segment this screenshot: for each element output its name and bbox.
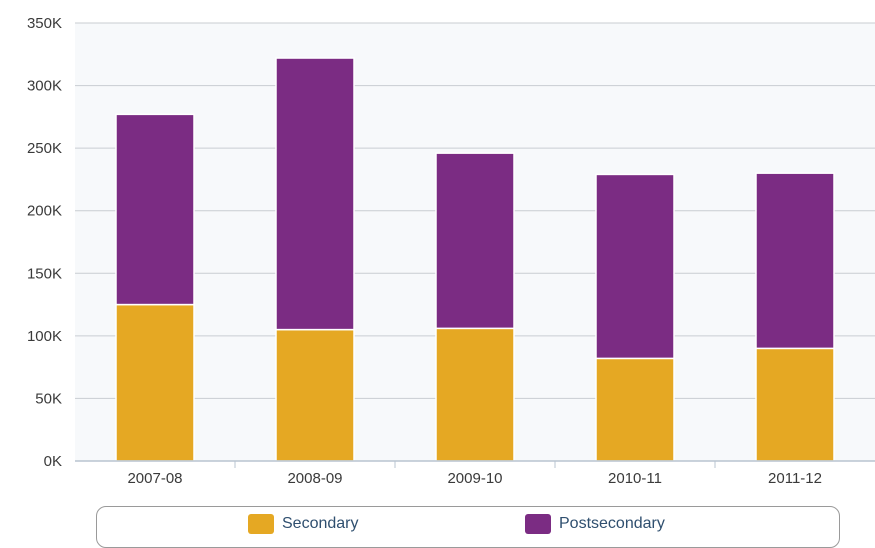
y-tick-label: 150K — [27, 265, 62, 282]
legend-label-postsecondary: Postsecondary — [559, 515, 665, 532]
legend-swatch-secondary — [248, 514, 274, 534]
bar-secondary-2010-11[interactable] — [595, 357, 675, 462]
x-tick-label: 2008-09 — [287, 470, 342, 487]
y-tick-label: 200K — [27, 203, 62, 220]
bar-postsecondary-2010-11[interactable] — [595, 173, 675, 360]
x-tick-label: 2011-12 — [768, 470, 822, 487]
legend-item-postsecondary[interactable]: Postsecondary — [525, 513, 665, 535]
y-tick-label: 0K — [44, 453, 62, 470]
bar-postsecondary-2009-10[interactable] — [435, 152, 515, 330]
legend-item-secondary[interactable]: Secondary — [248, 513, 359, 535]
y-tick-label: 100K — [27, 328, 62, 345]
y-axis-tick-labels: 0K 50K 100K 150K 200K 250K 300K 350K — [27, 15, 62, 470]
y-tick-label: 300K — [27, 78, 62, 95]
legend: Secondary Postsecondary — [96, 506, 840, 548]
legend-swatch-postsecondary — [525, 514, 551, 534]
bar-postsecondary-2007-08[interactable] — [115, 113, 195, 306]
y-tick-label: 50K — [35, 390, 62, 407]
x-tick-label: 2007-08 — [127, 470, 182, 487]
x-tick-label: 2010-11 — [608, 470, 662, 487]
bar-secondary-2008-09[interactable] — [275, 328, 355, 462]
bar-secondary-2011-12[interactable] — [755, 347, 835, 462]
bar-secondary-2009-10[interactable] — [435, 327, 515, 462]
y-tick-label: 250K — [27, 140, 62, 157]
bar-postsecondary-2008-09[interactable] — [275, 57, 355, 331]
x-tick-label: 2009-10 — [447, 470, 502, 487]
x-axis-tick-labels: 2007-08 2008-09 2009-10 2010-11 2011-12 — [127, 461, 822, 487]
bar-postsecondary-2011-12[interactable] — [755, 172, 835, 350]
legend-label-secondary: Secondary — [282, 515, 359, 532]
bar-secondary-2007-08[interactable] — [115, 303, 195, 462]
y-tick-label: 350K — [27, 15, 62, 32]
